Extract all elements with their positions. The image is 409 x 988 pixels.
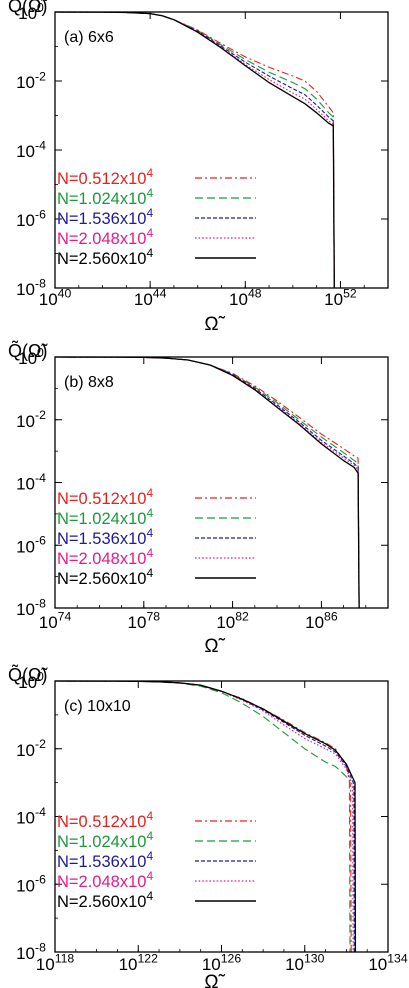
legend-label-1: N=0.512x104 [57,486,153,508]
y-tick-label: 10-4 [16,805,46,828]
x-axis-label: Ω̃ [204,972,225,988]
y-tick-label: 10-8 [16,940,46,963]
x-tick-label: 1078 [128,609,161,632]
x-axis-label: Ω̃ [204,314,225,335]
x-tick-label: 1086 [305,609,338,632]
legend-label-4: N=2.048x104 [57,546,153,568]
y-tick-label: 10-2 [16,69,46,92]
series-line-1 [54,11,335,289]
x-tick-label: 1048 [229,286,262,309]
legend-label-2: N=1.024x104 [57,829,153,851]
y-axis-label: Q̃(Ω̃) [8,0,48,16]
panel-label: (c) 10x10 [64,698,131,715]
legend-label-2: N=1.024x104 [57,186,153,208]
y-tick-label: 10-8 [16,276,46,299]
y-tick-label: 100 [18,345,44,368]
y-tick-label: 10-2 [16,408,46,431]
x-tick-label: 1082 [216,609,249,632]
x-tick-label: 1074 [39,609,72,632]
legend-label-2: N=1.024x104 [57,506,153,528]
legend-label-4: N=2.048x104 [57,869,153,891]
y-tick-label: 100 [18,669,44,692]
series-line-2 [54,11,335,289]
series-line-5 [54,11,335,289]
legend-label-5: N=2.560x104 [57,566,153,588]
panel-3: 10118 10122 10126 10130 10134 100 10-2 10-4 10-6… [8,664,408,988]
x-tick-label: 10122 [119,951,159,974]
panel-label: (b) 8x8 [64,374,114,391]
y-tick-label: 10-4 [16,471,46,494]
x-axis-label: Ω̃ [204,636,225,657]
legend-label-1: N=0.512x104 [57,809,153,831]
x-tick-label: 1052 [324,286,357,309]
panel-1: 1040 1044 1048 1052 100 10-2 10-4 10-6 10-8 Q̃(Ω̃… [8,0,389,335]
legend-label-5: N=2.560x104 [57,889,153,911]
x-tick-label: 1040 [39,286,72,309]
legend-label-3: N=1.536x104 [57,526,153,548]
x-tick-label: 10130 [285,951,325,974]
y-tick-label: 10-6 [16,534,46,557]
panel-label: (a) 6x6 [64,29,114,46]
x-tick-label: 10126 [202,951,242,974]
y-axis-label: Q̃(Ω̃) [8,340,48,361]
x-tick-label: 10134 [368,951,408,974]
x-tick-label: 10118 [36,951,75,974]
legend-label-5: N=2.560x104 [57,246,153,268]
y-tick-label: 100 [18,0,44,23]
series-line-3 [54,11,335,289]
legend-label-1: N=0.512x104 [57,166,153,188]
y-tick-label: 10-6 [16,873,46,896]
legend-label-4: N=2.048x104 [57,226,153,248]
y-axis-label: Q̃(Ω̃) [8,664,48,685]
y-tick-label: 10-4 [16,138,46,161]
y-tick-label: 10-6 [16,207,46,230]
y-tick-label: 10-8 [16,596,46,619]
legend-label-3: N=1.536x104 [57,206,153,228]
legend-label-3: N=1.536x104 [57,849,153,871]
panel-2: 1074 1078 1082 1086 100 10-2 10-4 10-6 10-8 Q̃(Ω̃… [8,340,389,657]
y-tick-label: 10-2 [16,737,46,760]
x-tick-label: 1044 [134,286,167,309]
